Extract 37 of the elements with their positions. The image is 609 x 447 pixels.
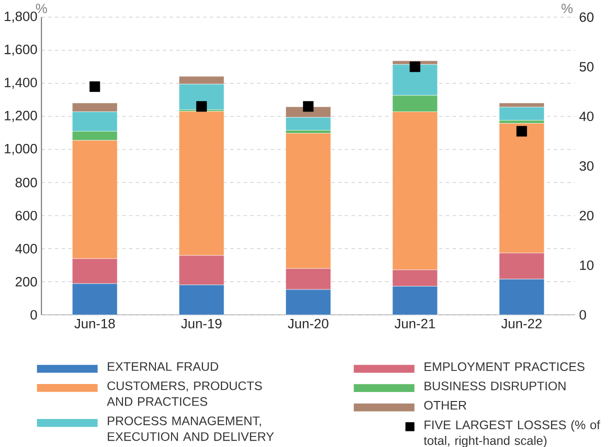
y2-tick-label: 50 xyxy=(580,62,594,72)
y2-axis-title: % xyxy=(562,4,573,13)
y2-tick-label: 30 xyxy=(580,161,594,171)
legend-label: CUSTOMERS, PRODUCTS AND PRACTICES xyxy=(106,381,262,406)
y-tick-label: 1,400 xyxy=(4,78,37,89)
y2-tick-label: 60 xyxy=(580,12,594,22)
x-tick-label: Jun-21 xyxy=(394,318,435,328)
legend-label: EXTERNAL FRAUD xyxy=(108,362,218,371)
y-tick-label: 1,600 xyxy=(4,44,37,56)
x-tick-label: Jun-22 xyxy=(501,318,542,328)
x-tick-label: Jun-19 xyxy=(181,318,222,328)
point xyxy=(516,126,527,136)
y-tick-label: 0 xyxy=(30,310,37,320)
y-tick-label: 800 xyxy=(16,178,37,188)
y-tick-label: 200 xyxy=(16,276,37,286)
legend-label: PROCESS MANAGEMENT, EXECUTION AND DELIVERY xyxy=(108,416,274,441)
x-tick-label: Jun-20 xyxy=(288,318,328,328)
point xyxy=(410,61,420,72)
point xyxy=(196,100,207,112)
y-tick-label: 1,200 xyxy=(4,110,37,122)
point xyxy=(90,81,100,92)
legend-label: FIVE LARGEST LOSSES (% of total, right-hand scale) xyxy=(424,420,600,447)
y-tick-label: 1,800 xyxy=(4,11,37,23)
y-tick-label: 1,000 xyxy=(4,144,37,155)
y-axis-title: % xyxy=(36,4,47,13)
y2-tick-label: 10 xyxy=(580,260,594,270)
y2-tick-label: 40 xyxy=(579,111,594,121)
legend-label: OTHER xyxy=(424,400,466,410)
legend-label: EMPLOYMENT PRACTICES xyxy=(424,362,584,371)
point xyxy=(302,100,314,112)
y-tick-label: 600 xyxy=(16,210,37,220)
x-tick-label: Jun-18 xyxy=(74,318,115,328)
y-tick-label: 400 xyxy=(15,244,37,254)
y2-tick-label: 20 xyxy=(580,210,594,220)
legend-label: BUSINESS DISRUPTION xyxy=(424,381,566,390)
y2-tick-label: 0 xyxy=(580,310,586,320)
bar xyxy=(499,106,544,120)
